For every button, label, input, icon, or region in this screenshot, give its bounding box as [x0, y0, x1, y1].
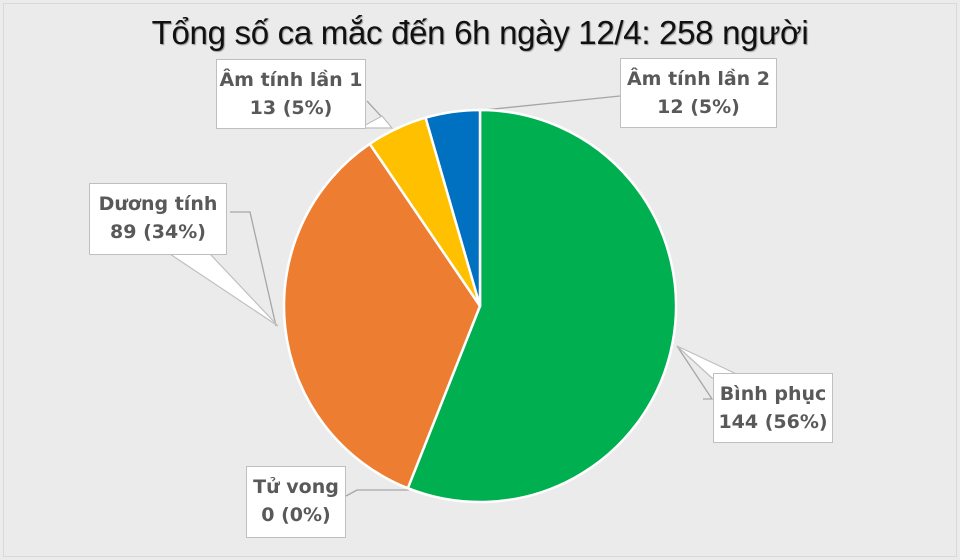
- chart-title: Tổng số ca mắc đến 6h ngày 12/4: 258 ngư…: [151, 14, 809, 51]
- label-binh-phuc: Bình phục 144 (56%): [713, 373, 833, 443]
- slice-binh-phuc[interactable]: [406, 108, 678, 504]
- label-duong-tinh: Dương tính 89 (34%): [89, 183, 227, 255]
- label-duong-tinh-value: 89 (34%): [110, 221, 206, 243]
- label-tu-vong: Tử vong 0 (0%): [246, 466, 346, 538]
- label-am-tinh-2-name: Âm tính lần 2: [626, 68, 771, 90]
- label-am-tinh-2: Âm tính lần 2 12 (5%): [620, 58, 777, 128]
- label-am-tinh-1: Âm tính lần 1 13 (5%): [216, 59, 366, 129]
- label-am-tinh-2-value: 12 (5%): [657, 96, 740, 118]
- label-tu-vong-value: 0 (0%): [261, 504, 331, 526]
- label-am-tinh-1-name: Âm tính lần 1: [219, 69, 363, 91]
- label-duong-tinh-name: Dương tính: [98, 193, 218, 215]
- chart-frame: [3, 3, 957, 557]
- label-binh-phuc-name: Bình phục: [719, 383, 827, 405]
- callout-pointer-am-tinh-1: [359, 115, 394, 129]
- leader-line-binh-phuc: [676, 345, 714, 400]
- slice-am-tinh-2[interactable]: [424, 108, 482, 308]
- label-am-tinh-1-value: 13 (5%): [249, 97, 333, 119]
- label-tu-vong-name: Tử vong: [253, 476, 339, 498]
- slice-duong-tinh[interactable]: [282, 142, 482, 490]
- leader-line-tu-vong: [345, 489, 409, 497]
- leader-line-duong-tinh: [230, 211, 277, 327]
- label-binh-phuc-value: 144 (56%): [718, 411, 828, 433]
